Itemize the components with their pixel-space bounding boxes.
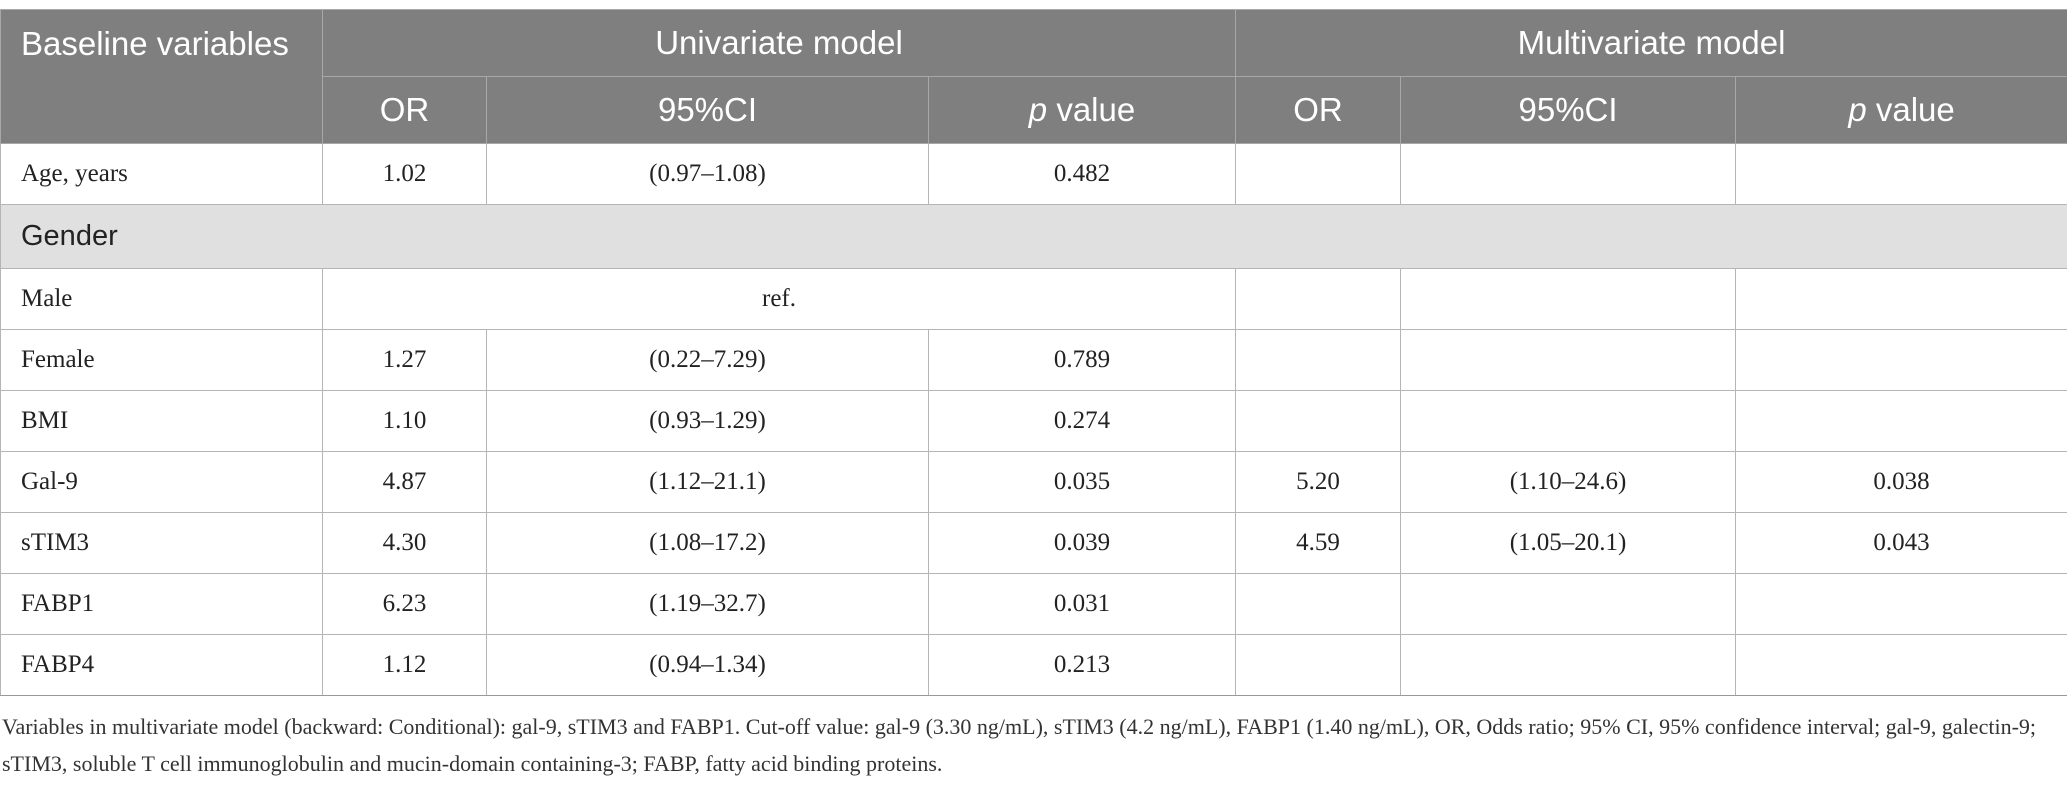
cell: 0.039 [927,512,1237,574]
empty-cell [1235,143,1402,205]
empty-cell [1235,390,1402,452]
cell: (1.12–21.1) [486,451,929,513]
cell: 0.035 [927,451,1237,513]
column-header-text: OR [379,91,430,128]
row-label: Female [0,329,323,391]
empty-cell [1235,268,1402,330]
cell: 1.12 [322,634,487,696]
column-header-italic: p [1028,91,1048,128]
table-header: Baseline variables Univariate model Multiv… [0,9,2067,144]
reference-cell: ref. [321,268,1237,330]
data-row: FABP4 1.12 (0.94–1.34) 0.213 [0,634,2067,696]
cell: 0.274 [927,390,1237,452]
cell: 4.30 [322,512,487,574]
column-header-text: value [1866,91,1955,128]
column-header: p value [1735,76,2067,144]
footnote: Variables in multivariate model (backwar… [2,714,2037,776]
cell: 1.27 [322,329,487,391]
empty-cell [1235,573,1402,635]
data-row: Male ref. [0,268,2067,330]
empty-cell [1735,329,2067,391]
cell: (0.97–1.08) [486,143,929,205]
group-header: Multivariate model [1235,9,2067,77]
empty-cell [1400,573,1737,635]
group-header: Univariate model [321,9,1237,77]
cell: (1.05–20.1) [1400,512,1737,574]
column-header: 95%CI [486,76,929,144]
cell: (1.10–24.6) [1400,451,1737,513]
empty-cell [1735,143,2067,205]
data-row: Female 1.27 (0.22–7.29) 0.789 [0,329,2067,391]
data-row: sTIM3 4.30 (1.08–17.2) 0.039 4.59 (1.05–20.1)… [0,512,2067,574]
column-header-text: value [1047,91,1136,128]
row-label: Gal-9 [0,451,323,513]
cell: 0.213 [927,634,1237,696]
header-row: OR 95%CI p value OR 95%CI p value [1,76,2067,144]
empty-cell [1400,329,1737,391]
row-label: Male [0,268,323,330]
row-label: FABP4 [0,634,323,696]
header-row: Baseline variables Univariate model Multiv… [0,9,2067,144]
section-row: Gender [0,204,2067,269]
cell: 0.031 [927,573,1237,635]
row-label: FABP1 [0,573,323,635]
data-row: Gal-9 4.87 (1.12–21.1) 0.035 5.20 (1.10–24.6)… [0,451,2067,513]
data-row: BMI 1.10 (0.93–1.29) 0.274 [0,390,2067,452]
cell: (0.94–1.34) [486,634,929,696]
column-header: p value [927,76,1237,144]
cell: (1.08–17.2) [486,512,929,574]
empty-cell [1235,329,1402,391]
section-cell: Gender [0,204,2067,269]
cell: (1.19–32.7) [486,573,929,635]
cell: 1.10 [322,390,487,452]
cell: 0.789 [927,329,1237,391]
row-label: Age, years [0,143,323,205]
column-header-text: 95%CI [1518,91,1618,128]
column-header-text: OR [1293,91,1343,128]
empty-cell [1400,390,1737,452]
cell: 4.59 [1235,512,1402,574]
column-header: 95%CI [1400,76,1737,144]
cell: 4.87 [322,451,487,513]
data-row: FABP1 6.23 (1.19–32.7) 0.031 [0,573,2067,635]
empty-cell [1400,634,1737,696]
row-label: sTIM3 [0,512,323,574]
table-body: Age, years 1.02 (0.97–1.08) 0.482 Gender Male… [0,143,2067,696]
empty-cell [1735,390,2067,452]
cell: 1.02 [322,143,487,205]
empty-cell [1400,268,1737,330]
column-header-italic: p [1848,91,1867,128]
cell: 5.20 [1235,451,1402,513]
cell: (0.93–1.29) [486,390,929,452]
empty-cell [1735,268,2067,330]
empty-cell [1235,634,1402,696]
empty-cell [1735,634,2067,696]
row-label: BMI [0,390,323,452]
data-row: Age, years 1.02 (0.97–1.08) 0.482 [0,143,2067,205]
header-cell: Baseline variables [0,9,323,144]
data-table: Baseline variables Univariate model Multiv… [0,9,2067,696]
column-header: OR [322,76,487,144]
column-header: OR [1235,76,1402,144]
column-header-text: 95%CI [657,91,758,128]
cell: (0.22–7.29) [486,329,929,391]
cell: 0.043 [1735,512,2067,574]
empty-cell [1400,143,1737,205]
empty-cell [1735,573,2067,635]
cell: 6.23 [322,573,487,635]
cell: 0.482 [927,143,1237,205]
cell: 0.038 [1735,451,2067,513]
